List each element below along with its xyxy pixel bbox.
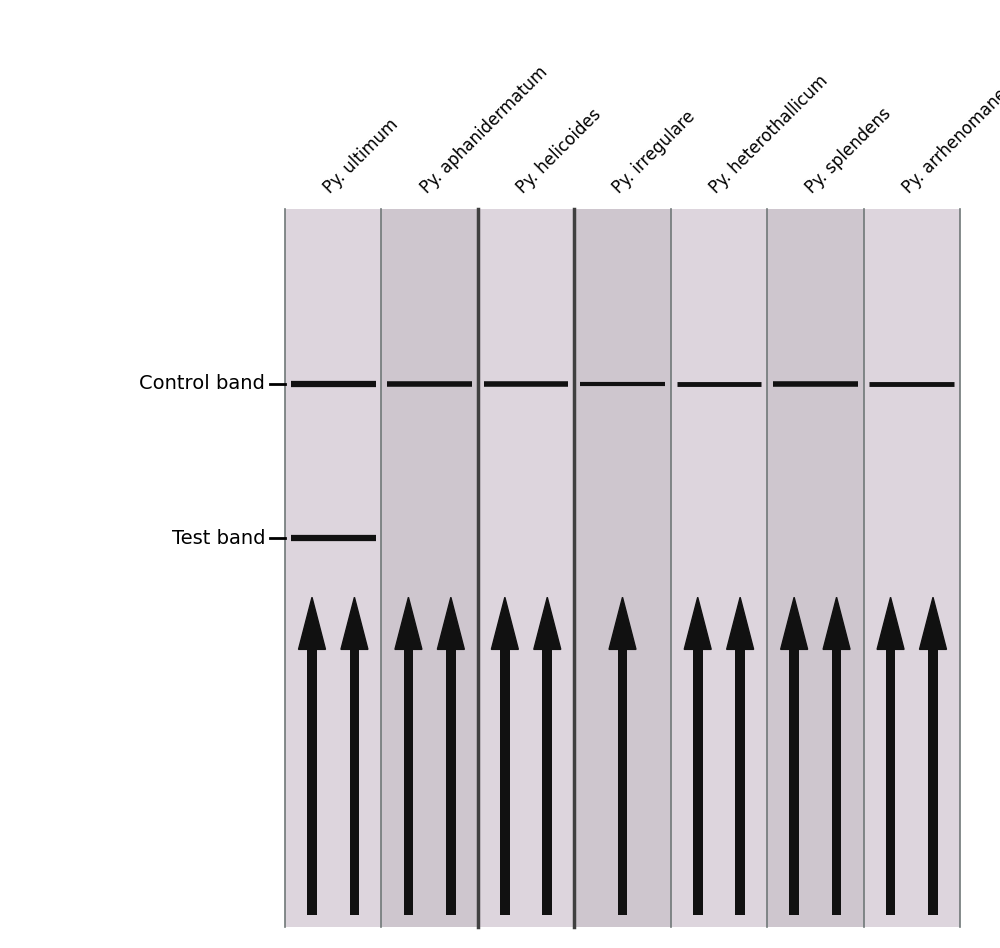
- Text: Py. irregulare: Py. irregulare: [610, 108, 699, 197]
- Polygon shape: [534, 597, 561, 649]
- Bar: [789, 649, 799, 915]
- Bar: [446, 649, 456, 915]
- Bar: [671, 209, 767, 927]
- Polygon shape: [877, 597, 904, 649]
- Polygon shape: [920, 597, 946, 649]
- Bar: [735, 649, 745, 915]
- Bar: [500, 649, 510, 915]
- Text: Py. ultimum: Py. ultimum: [320, 116, 402, 197]
- Polygon shape: [437, 597, 464, 649]
- Polygon shape: [727, 597, 754, 649]
- Polygon shape: [298, 597, 326, 649]
- Polygon shape: [491, 597, 518, 649]
- Bar: [574, 209, 671, 927]
- Text: Py. heterothallicum: Py. heterothallicum: [706, 72, 831, 197]
- Polygon shape: [684, 597, 711, 649]
- Text: Py. aphanidermatum: Py. aphanidermatum: [417, 64, 551, 197]
- Bar: [767, 209, 864, 927]
- Text: Test band: Test band: [172, 529, 265, 548]
- Bar: [381, 209, 478, 927]
- Text: Control band: Control band: [139, 374, 265, 393]
- Bar: [832, 649, 841, 915]
- Text: Py. arrhenomanes: Py. arrhenomanes: [899, 80, 1000, 197]
- Bar: [285, 209, 381, 927]
- Bar: [542, 649, 552, 915]
- Bar: [886, 649, 895, 915]
- Polygon shape: [395, 597, 422, 649]
- Bar: [350, 649, 359, 915]
- Bar: [307, 649, 317, 915]
- Bar: [478, 209, 574, 927]
- Polygon shape: [823, 597, 850, 649]
- Bar: [618, 649, 627, 915]
- Bar: [404, 649, 413, 915]
- Bar: [864, 209, 960, 927]
- Bar: [693, 649, 703, 915]
- Polygon shape: [609, 597, 636, 649]
- Bar: [928, 649, 938, 915]
- Bar: [285, 209, 960, 927]
- Polygon shape: [341, 597, 368, 649]
- Text: Py. helicoides: Py. helicoides: [513, 105, 605, 197]
- Text: Py. splendens: Py. splendens: [803, 104, 895, 197]
- Polygon shape: [781, 597, 808, 649]
